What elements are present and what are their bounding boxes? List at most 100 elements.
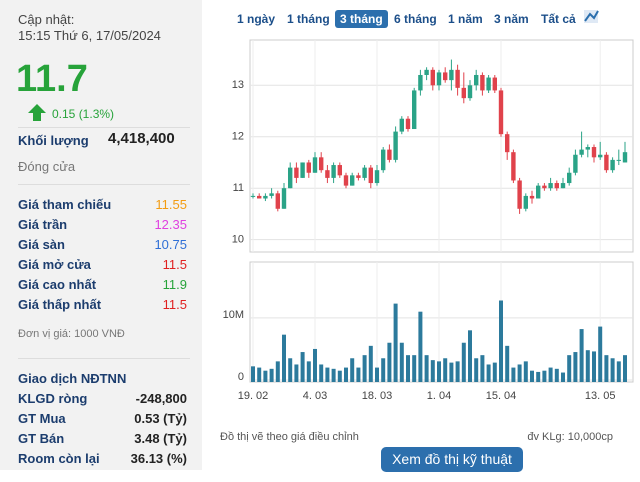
candle-body [275, 193, 280, 209]
candle-body [319, 157, 324, 171]
candle-body [505, 134, 510, 153]
volume-label: Khối lượng [18, 133, 89, 148]
volume-bar [604, 355, 609, 382]
x-tick-label: 13. 05 [585, 390, 616, 402]
row-value: 3.48 (Tỷ) [134, 431, 187, 446]
tech-chart-button[interactable]: Xem đồ thị kỹ thuật [381, 447, 523, 472]
candle-body [536, 185, 541, 199]
volume-bar [554, 368, 559, 382]
y-tick-label: 0 [238, 371, 244, 383]
candle-body [362, 167, 367, 178]
volume-bar [505, 345, 510, 382]
row-value: 11.9 [162, 277, 187, 292]
volume-bar [536, 371, 541, 382]
candle-body [312, 157, 318, 173]
volume-bar [306, 361, 311, 382]
volume-bar [492, 362, 497, 382]
volume-bar [486, 364, 491, 382]
volume-bar [288, 358, 293, 382]
candle-body [381, 149, 386, 171]
volume-bar [418, 311, 423, 382]
candle-body [529, 195, 535, 199]
range-tab[interactable]: Tất cả [541, 12, 576, 26]
candle-body [443, 72, 448, 81]
row-value: 0.53 (Tỷ) [134, 411, 187, 426]
volume-bar [449, 362, 454, 382]
candle-body [498, 90, 504, 135]
candle-body [486, 77, 491, 91]
volume-bar [300, 352, 305, 382]
candle-body [399, 118, 404, 132]
candle-body [616, 159, 621, 161]
volume-bar [598, 326, 603, 382]
candle-body [511, 152, 516, 181]
candle-body [424, 69, 429, 75]
range-tab[interactable]: 1 ngày [237, 12, 276, 26]
row-label: Giá tham chiếu [18, 197, 112, 212]
unit-note: Đơn vị giá: 1000 VNĐ [18, 328, 125, 340]
range-tab[interactable]: 1 năm [448, 12, 483, 26]
row-value: 11.5 [162, 257, 187, 272]
volume-bar [257, 367, 262, 382]
candle-body [300, 162, 305, 178]
up-arrow [28, 104, 46, 121]
candle-body [449, 69, 454, 81]
volume-bar [375, 367, 379, 382]
volume-bar [282, 334, 286, 382]
volume-bar [344, 367, 348, 382]
volume-bar [424, 355, 429, 382]
volume-bar [381, 358, 386, 382]
volume-bar [548, 367, 553, 382]
candle-body [337, 165, 342, 176]
volume-bar [325, 367, 330, 382]
candle-body [430, 69, 435, 86]
volume-bar [573, 352, 578, 382]
volume-bar [585, 350, 590, 382]
candle-body [579, 149, 584, 155]
candle-body [548, 183, 553, 189]
volume-bar [362, 355, 367, 382]
candle-body [560, 183, 566, 189]
volume-bar [579, 329, 584, 382]
range-tab[interactable]: 3 tháng [335, 10, 388, 28]
row-value: 10.75 [154, 237, 187, 252]
candle-body [467, 85, 473, 99]
candle-body [492, 77, 497, 91]
range-tab[interactable]: 1 tháng [287, 12, 330, 26]
row-value: 12.35 [154, 217, 187, 232]
separator [18, 127, 190, 128]
volume-bar [567, 355, 572, 382]
volume-bar [499, 300, 503, 382]
candle-body [622, 152, 628, 163]
volume-bar [393, 303, 398, 382]
row-value: 36.13 (%) [130, 451, 187, 466]
update-label: Cập nhật: [18, 12, 75, 27]
y-tick-label: 11 [233, 182, 244, 194]
range-tab[interactable]: 3 năm [494, 12, 529, 26]
note-left: Đồ thị vẽ theo giá điều chỉnh [220, 431, 359, 443]
row-label: KLGD ròng [18, 391, 88, 406]
volume-bar [269, 368, 274, 382]
volume-bar [251, 366, 255, 382]
volume-bar [331, 368, 336, 382]
volume-bar [437, 361, 441, 382]
volume-bar [592, 351, 596, 382]
candle-body [257, 195, 262, 199]
candle-body [294, 167, 299, 178]
x-tick-label: 19. 02 [238, 390, 269, 402]
range-tab[interactable]: 6 tháng [394, 12, 437, 26]
price: 11.7 [16, 58, 88, 100]
candle-body [405, 118, 411, 130]
candle-body [591, 147, 597, 158]
volume-bar [623, 355, 627, 382]
candle-body [281, 188, 287, 209]
candle-body [604, 154, 609, 171]
row-label: Giá thấp nhất [18, 297, 102, 312]
volume-bar [313, 348, 317, 382]
separator [18, 184, 190, 185]
volume-bar [480, 355, 485, 382]
x-tick-label: 1. 04 [427, 390, 451, 402]
candle-body [269, 193, 274, 196]
